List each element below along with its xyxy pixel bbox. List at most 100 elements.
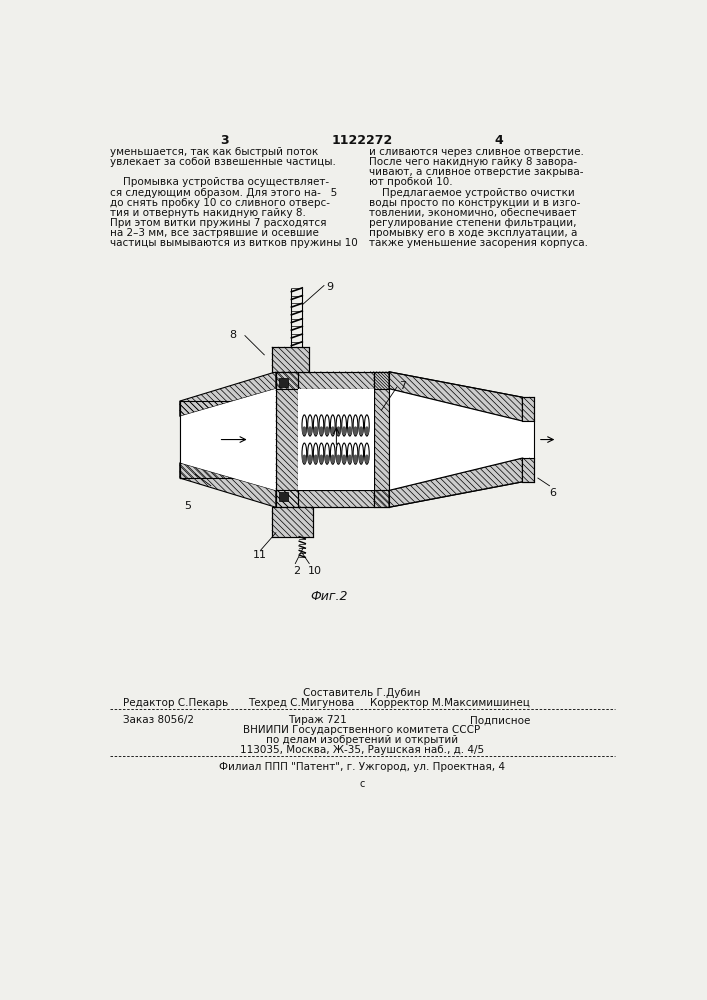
Bar [272,347,309,372]
Text: Промывка устройства осуществляет-: Промывка устройства осуществляет- [110,177,329,187]
Ellipse shape [341,415,346,436]
Text: до снять пробку 10 со сливного отверс-: до снять пробку 10 со сливного отверс- [110,198,330,208]
Text: Редактор С.Пекарь: Редактор С.Пекарь [123,698,228,708]
Bar [522,421,534,458]
Text: 9: 9 [327,282,334,292]
Bar [276,490,389,507]
Text: 11: 11 [252,550,267,560]
Bar [276,372,389,389]
Polygon shape [389,389,522,490]
Text: Составитель Г.Дубин: Составитель Г.Дубин [303,688,421,698]
Text: 113035, Москва, Ж-35, Раушская наб., д. 4/5: 113035, Москва, Ж-35, Раушская наб., д. … [240,745,484,755]
Text: по делам изобретений и открытий: по делам изобретений и открытий [266,735,458,745]
Ellipse shape [336,455,341,463]
Ellipse shape [359,443,363,464]
Ellipse shape [302,415,307,436]
Ellipse shape [308,455,312,463]
Ellipse shape [325,426,329,435]
Text: Подписное: Подписное [469,715,530,725]
Text: Предлагаемое устройство очистки: Предлагаемое устройство очистки [369,188,575,198]
Text: Заказ 8056/2: Заказ 8056/2 [123,715,194,725]
Bar [373,372,389,507]
Text: чивают, а сливное отверстие закрыва-: чивают, а сливное отверстие закрыва- [369,167,583,177]
Bar [522,397,534,421]
Polygon shape [180,463,276,507]
Ellipse shape [354,426,358,435]
Ellipse shape [341,426,346,435]
Text: также уменьшение засорения корпуса.: также уменьшение засорения корпуса. [369,238,588,248]
Text: 4: 4 [495,134,503,147]
Text: на 2–3 мм, все застрявшие и осевшие: на 2–3 мм, все застрявшие и осевшие [110,228,319,238]
Ellipse shape [347,415,352,436]
Ellipse shape [319,443,324,464]
Bar [180,463,276,478]
Ellipse shape [302,426,307,435]
Ellipse shape [365,426,369,435]
Ellipse shape [308,415,312,436]
Ellipse shape [354,443,358,464]
Ellipse shape [336,443,341,464]
Ellipse shape [325,443,329,464]
Ellipse shape [313,443,318,464]
Ellipse shape [330,426,335,435]
Bar [276,372,298,507]
Bar [180,416,276,463]
Ellipse shape [341,455,346,463]
Ellipse shape [359,455,363,463]
Ellipse shape [341,443,346,464]
Text: промывку его в ходе эксплуатации, а: промывку его в ходе эксплуатации, а [369,228,578,238]
Text: При этом витки пружины 7 расходятся: При этом витки пружины 7 расходятся [110,218,327,228]
Text: 10: 10 [308,566,322,576]
Text: Техред С.Мигунова: Техред С.Мигунова [248,698,355,708]
Bar [180,401,276,416]
Ellipse shape [336,426,341,435]
Ellipse shape [308,443,312,464]
Text: Корректор М.Максимишинец: Корректор М.Максимишинец [370,698,530,708]
Polygon shape [389,458,522,507]
Text: регулирование степени фильтрации,: регулирование степени фильтрации, [369,218,576,228]
Text: 8: 8 [230,330,237,340]
Ellipse shape [347,426,352,435]
Text: Тираж 721: Тираж 721 [288,715,347,725]
Ellipse shape [319,415,324,436]
Text: уменьшается, так как быстрый поток: уменьшается, так как быстрый поток [110,147,318,157]
Text: с: с [359,779,365,789]
Ellipse shape [308,426,312,435]
Text: товлении, экономично, обеспечивает: товлении, экономично, обеспечивает [369,208,576,218]
Polygon shape [389,372,522,421]
Ellipse shape [313,415,318,436]
Bar [279,492,288,501]
Text: После чего накидную гайку 8 завора-: После чего накидную гайку 8 завора- [369,157,577,167]
Ellipse shape [347,443,352,464]
Text: 7: 7 [399,381,407,391]
Ellipse shape [313,455,318,463]
Ellipse shape [365,415,369,436]
Ellipse shape [354,455,358,463]
Ellipse shape [365,443,369,464]
Text: увлекает за собой взвешенные частицы.: увлекает за собой взвешенные частицы. [110,157,336,167]
Bar [272,507,313,537]
Text: ся следующим образом. Для этого на-   5: ся следующим образом. Для этого на- 5 [110,188,337,198]
Ellipse shape [302,455,307,463]
Text: Фиг.2: Фиг.2 [310,590,347,603]
Ellipse shape [313,426,318,435]
Text: Филиал ППП "Патент", г. Ужгород, ул. Проектная, 4: Филиал ППП "Патент", г. Ужгород, ул. Про… [219,762,505,772]
Text: 3: 3 [220,134,228,147]
Text: 1122272: 1122272 [332,134,392,147]
Text: 2: 2 [293,566,300,576]
Ellipse shape [325,415,329,436]
Ellipse shape [330,443,335,464]
Ellipse shape [319,426,324,435]
Ellipse shape [302,443,307,464]
Ellipse shape [347,455,352,463]
Ellipse shape [325,455,329,463]
Ellipse shape [319,455,324,463]
Ellipse shape [330,415,335,436]
Ellipse shape [359,415,363,436]
Ellipse shape [330,455,335,463]
Text: воды просто по конструкции и в изго-: воды просто по конструкции и в изго- [369,198,580,208]
Bar [522,458,534,482]
Bar [279,378,288,387]
Text: частицы вымываются из витков пружины 10: частицы вымываются из витков пружины 10 [110,238,358,248]
Text: тия и отвернуть накидную гайку 8.: тия и отвернуть накидную гайку 8. [110,208,306,218]
